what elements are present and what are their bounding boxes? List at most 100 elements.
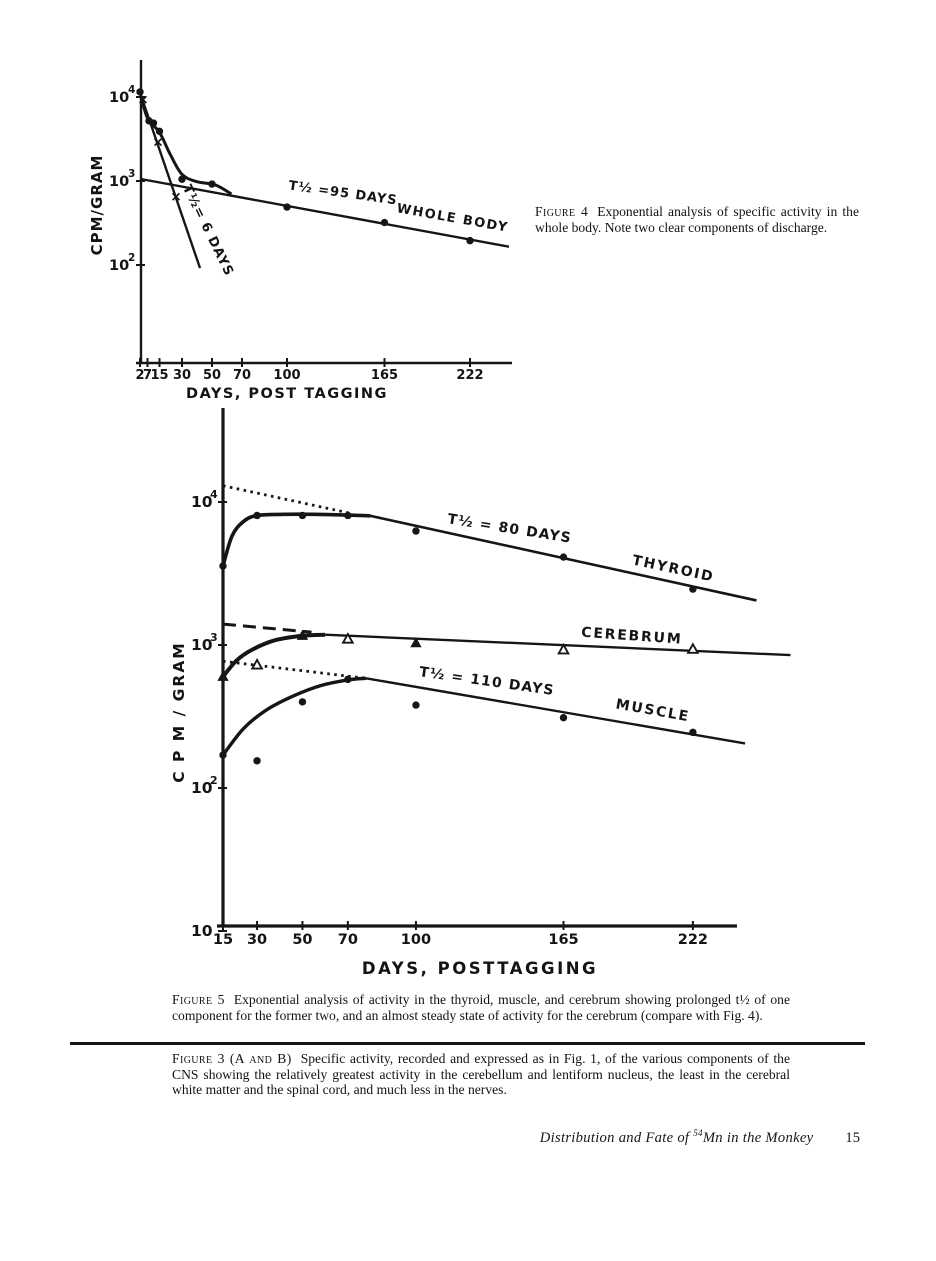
figure5-annotation-cerebrum-label: CEREBRUM (581, 625, 683, 648)
figure4-annotation-half-life-95-label: T½ =95 DAYS (288, 178, 399, 208)
figure4-y-tick-exponent: 4 (128, 84, 135, 96)
whole-body-observed-point (136, 88, 144, 96)
figure4-axes (136, 60, 512, 365)
muscle-observed-point (689, 728, 697, 737)
figure4-x-tick-label: 70 (233, 368, 251, 383)
figure5-x-tick-label: 70 (338, 932, 358, 948)
running-title-suffix: Mn in the Monkey (702, 1129, 814, 1146)
muscle-observed-point (298, 698, 307, 706)
figure4-x-tick-label: 15 (150, 368, 168, 383)
figure4-x-tick-label: 222 (456, 368, 483, 383)
figure5-annotation-half-life-80-label: T½ = 80 DAYS (446, 511, 573, 546)
figure5-axes (217, 408, 737, 928)
figure3-caption: Figure 3 (A and B) Specific activity, rec… (172, 1051, 790, 1098)
figure3-caption-text: Specific activity, recorded and expresse… (172, 1051, 790, 1098)
figure5-x-tick-label: 222 (678, 932, 708, 948)
whole-body-observed-point (380, 218, 389, 227)
cerebrum-observed-open-point (557, 642, 570, 655)
figure5-cerebrum-observed-open (250, 632, 700, 670)
thyroid-observed-point (253, 511, 261, 520)
figure4-whole-body-observed (136, 88, 474, 245)
figure5-annotation-muscle-label: MUSCLE (614, 696, 691, 725)
page-number: 15 (845, 1129, 860, 1146)
muscle-observed-point (219, 751, 227, 759)
figure5-cerebrum-decay-line (325, 633, 791, 657)
running-title: Distribution and Fate of 54Mn in the Mon… (540, 1128, 814, 1147)
thyroid-observed-point (219, 562, 227, 570)
section-divider-rule (70, 1042, 865, 1045)
figure5-x-tick-label: 30 (247, 932, 267, 948)
figure5-cerebrum-extrapolation (222, 622, 312, 634)
thyroid-observed-point (344, 511, 352, 520)
figure5-x-axis-title: DAYS, POSTTAGGING (362, 959, 598, 978)
cerebrum-observed-open-point (686, 642, 700, 654)
fast-component-observed-point (153, 138, 163, 147)
figure4-annotation-whole-body-label: WHOLE BODY (396, 201, 510, 235)
figure5-x-tick-label: 50 (292, 932, 312, 948)
figure4-y-tick-label: 10 (109, 90, 129, 106)
whole-body-observed-point (155, 127, 164, 136)
whole-body-observed-point (178, 175, 186, 183)
thyroid-observed-point (412, 527, 420, 535)
page-footer: Distribution and Fate of 54Mn in the Mon… (390, 1128, 860, 1147)
figure5-annotation-thyroid-label: THYROID (631, 553, 716, 586)
figure4-y-tick-exponent: 3 (128, 168, 135, 180)
figure5-caption-text: Exponential analysis of activity in the … (172, 992, 790, 1023)
figure4-y-tick-label: 10 (109, 174, 129, 190)
figure4-caption: Figure 4 Exponential analysis of specific… (535, 204, 859, 235)
figure4-x-tick-label: 2 (135, 368, 144, 383)
running-title-prefix: Distribution and Fate of (539, 1129, 694, 1146)
cerebrum-observed-open-point (250, 658, 264, 670)
figure4-x-tick-label: 100 (273, 368, 300, 383)
figure3-caption-label: Figure 3 (A and B) (172, 1051, 292, 1066)
muscle-observed-point (344, 675, 352, 684)
figure4-x-tick-label: 30 (173, 368, 191, 383)
figure5-y-tick-exponent: 3 (210, 631, 218, 644)
figure5-y-tick-label: 10 (191, 636, 213, 654)
figure4-fast-component-observed (138, 95, 181, 201)
whole-body-observed-point (208, 180, 216, 188)
figure4-x-tick-label: 165 (371, 368, 398, 383)
figure4-slow-component-line (139, 177, 510, 248)
figure5-caption-label: Figure 5 (172, 992, 225, 1007)
figure5-muscle-observed (219, 675, 697, 765)
figure5-thyroid-observed (219, 511, 697, 593)
figure5-muscle-decay-line (365, 677, 746, 745)
cerebrum-observed-open-point (341, 632, 355, 644)
fast-component-observed-point (138, 95, 148, 104)
figure5-thyroid-uptake-curve (221, 512, 371, 567)
figure5-y-tick-label: 10 (191, 922, 213, 940)
figure4-whole-body-decay-curve (138, 91, 233, 196)
figure5-cerebrum-uptake-curve (221, 632, 326, 679)
figure5-x-tick-label: 15 (213, 932, 233, 948)
cerebrum-observed-filled-point (410, 637, 422, 648)
figure4-y-tick-exponent: 2 (128, 252, 135, 264)
figure5-muscle-extrapolation (222, 659, 367, 680)
figure4-caption-label: Figure 4 (535, 204, 589, 219)
figure5-caption: Figure 5 Exponential analysis of activity… (172, 992, 790, 1023)
figure4-y-axis-title: CPM/GRAM (88, 155, 106, 256)
whole-body-observed-point (466, 236, 474, 245)
figure4-x-tick-label: 7 (143, 368, 152, 383)
cerebrum-observed-filled-point (217, 670, 229, 681)
muscle-observed-point (412, 701, 420, 709)
whole-body-observed-point (283, 203, 291, 211)
figure5-y-axis-title: C P M / GRAM (170, 641, 188, 782)
whole-body-observed-point (149, 119, 158, 127)
figure5-annotation-half-life-110-label: T½ = 110 DAYS (418, 664, 555, 699)
muscle-observed-point (253, 757, 261, 765)
cerebrum-observed-filled-point (296, 629, 309, 640)
figure4-x-tick-label: 50 (203, 368, 221, 383)
fast-component-observed-point (171, 192, 181, 201)
figure5-thyroid-extrapolation (222, 484, 351, 515)
figure4-caption-text: Exponential analysis of specific activit… (535, 204, 859, 235)
figure4-x-axis-title: DAYS, POST TAGGING (186, 386, 388, 402)
figure4-y-tick-label: 10 (109, 258, 129, 274)
thyroid-observed-point (559, 553, 568, 561)
figure5-cerebrum-observed-filled (217, 629, 422, 681)
figure5-y-tick-label: 10 (191, 779, 213, 797)
